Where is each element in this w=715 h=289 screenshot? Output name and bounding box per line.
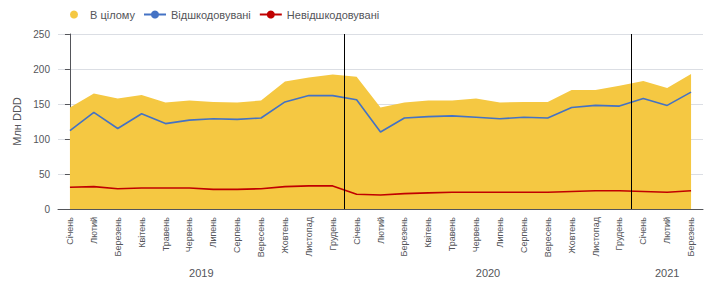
svg-text:Березень: Березень [113,217,123,257]
svg-text:Серпень: Серпень [519,217,529,253]
svg-text:Лютий: Лютий [662,217,672,244]
svg-text:Липень: Липень [495,217,505,248]
svg-text:Січень: Січень [65,217,75,245]
svg-text:2020: 2020 [476,267,500,279]
svg-text:2021: 2021 [655,267,679,279]
svg-text:Грудень: Грудень [328,217,338,251]
svg-text:2019: 2019 [189,267,213,279]
svg-text:Січень: Січень [352,217,362,245]
svg-text:Листопад: Листопад [304,216,314,256]
svg-text:Липень: Липень [208,217,218,248]
svg-text:Травень: Травень [161,217,171,252]
svg-text:150: 150 [33,99,50,110]
svg-text:Квітень: Квітень [423,217,433,248]
svg-text:100: 100 [33,134,50,145]
svg-text:Вересень: Вересень [543,217,553,257]
svg-text:Грудень: Грудень [614,217,624,251]
svg-text:Відшкодовувані: Відшкодовувані [171,9,251,21]
svg-text:Березень: Березень [686,217,696,257]
svg-text:Вересень: Вересень [256,217,266,257]
svg-text:Жовтень: Жовтень [567,217,577,254]
svg-text:Червень: Червень [471,217,481,253]
svg-text:Січень: Січень [638,217,648,245]
svg-text:Листопад: Листопад [591,216,601,256]
svg-text:250: 250 [33,29,50,40]
svg-text:В цілому: В цілому [90,9,135,21]
svg-text:0: 0 [44,204,50,215]
svg-text:Червень: Червень [184,217,194,253]
svg-text:200: 200 [33,64,50,75]
svg-text:50: 50 [39,169,51,180]
svg-text:Лютий: Лютий [376,217,386,244]
svg-text:Лютий: Лютий [89,217,99,244]
svg-text:Березень: Березень [399,217,409,257]
svg-text:Невідшкодовувані: Невідшкодовувані [287,9,379,21]
svg-text:Травень: Травень [447,217,457,252]
svg-text:Квітень: Квітень [137,217,147,248]
svg-text:Млн DDD: Млн DDD [11,97,23,146]
svg-text:Жовтень: Жовтень [280,217,290,254]
svg-text:Серпень: Серпень [232,217,242,253]
